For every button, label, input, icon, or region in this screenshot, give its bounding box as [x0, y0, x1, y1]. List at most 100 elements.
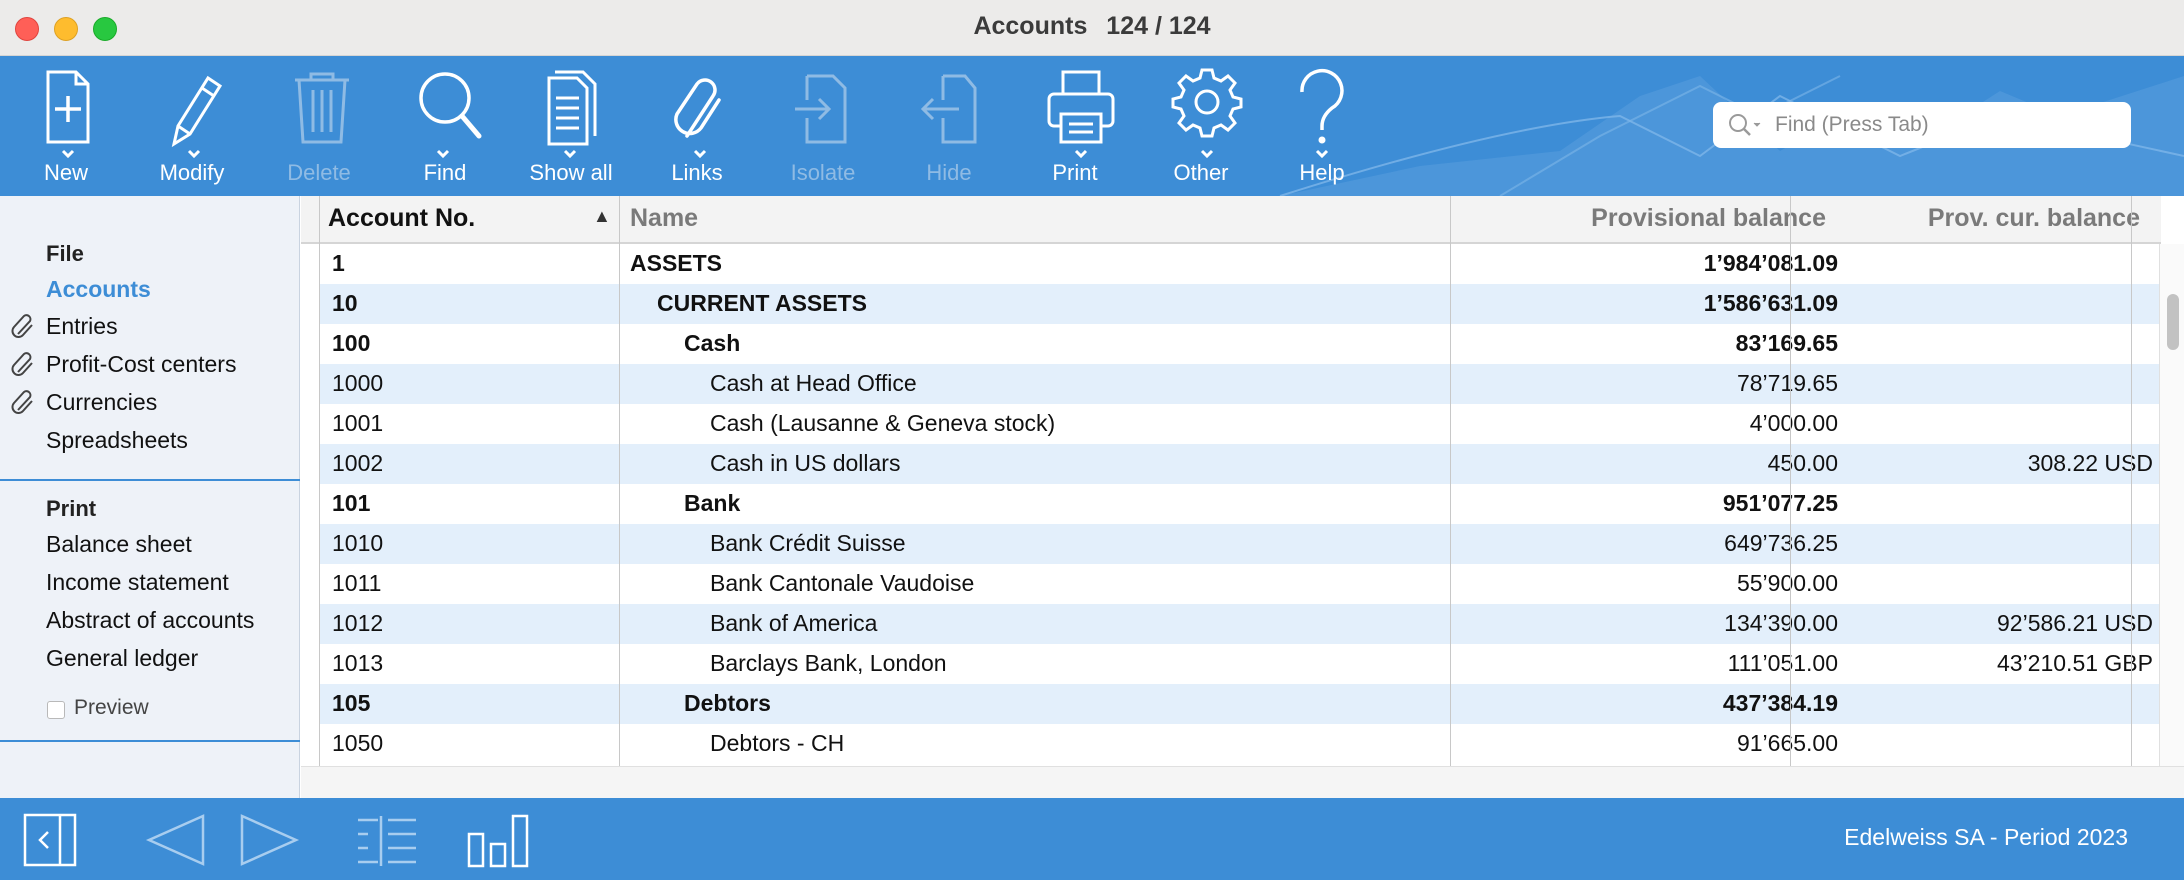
cell-name[interactable]: Bank — [684, 490, 741, 516]
cell-name[interactable]: Cash in US dollars — [710, 450, 901, 476]
isolate-button[interactable]: Isolate — [763, 56, 883, 196]
cell-account-no[interactable]: 1001 — [332, 410, 384, 436]
sidebar-item-general-ledger[interactable]: General ledger — [46, 645, 199, 671]
sidebar-item-profit-cost-centers[interactable]: Profit-Cost centers — [46, 351, 237, 377]
cell-account-no[interactable]: 105 — [332, 690, 371, 716]
cell-name[interactable]: Bank Crédit Suisse — [710, 530, 906, 556]
cell-account-no[interactable]: 1000 — [332, 370, 384, 396]
find-button[interactable]: Find — [385, 56, 505, 196]
column-header-account-no[interactable]: Account No. — [328, 204, 476, 232]
horizontal-scroll-area[interactable] — [301, 766, 2184, 798]
cell-provisional-balance[interactable]: 111’051.00 — [1727, 650, 1838, 676]
indent-list-icon[interactable] — [356, 812, 418, 868]
sidebar-item-entries[interactable]: Entries — [46, 313, 118, 339]
cell-name[interactable]: ASSETS — [630, 250, 723, 276]
cell-account-no[interactable]: 1050 — [332, 730, 384, 756]
maximize-window-button[interactable] — [93, 17, 117, 41]
table-row[interactable]: 1 ASSETS 1’984’081.09 — [319, 244, 2161, 284]
cell-account-no[interactable]: 1002 — [332, 450, 384, 476]
other-button-label: Other — [1173, 160, 1229, 185]
show-all-button[interactable]: Show all — [511, 56, 631, 196]
cell-account-no[interactable]: 1012 — [332, 610, 384, 636]
cell-provisional-balance[interactable]: 78’719.65 — [1736, 370, 1838, 396]
preview-checkbox[interactable] — [47, 701, 65, 719]
cell-prov-cur-balance[interactable]: 43’210.51 GBP — [1996, 650, 2153, 676]
search-input[interactable] — [1775, 102, 2115, 148]
cell-provisional-balance[interactable]: 437’384.19 — [1722, 690, 1838, 716]
cell-name[interactable]: Cash — [684, 330, 741, 356]
cell-provisional-balance[interactable]: 649’736.25 — [1724, 530, 1838, 556]
window-title: Accounts 124 / 124 — [0, 12, 2184, 41]
column-header-provisional-balance[interactable]: Provisional balance — [1591, 204, 1826, 232]
cell-account-no[interactable]: 100 — [332, 330, 371, 356]
cell-name[interactable]: Cash at Head Office — [710, 370, 917, 396]
table-row[interactable]: 100 Cash 83’169.65 — [319, 324, 2161, 364]
table-row[interactable]: 1013 Barclays Bank, London 111’051.00 43’21… — [319, 644, 2161, 684]
cell-name[interactable]: CURRENT ASSETS — [657, 290, 867, 316]
table-header: Account No. ▲ Name Provisional balance P… — [301, 196, 2161, 244]
vertical-scrollbar[interactable] — [2159, 244, 2184, 766]
close-window-button[interactable] — [15, 17, 39, 41]
table-row[interactable]: 1000 Cash at Head Office 78’719.65 — [319, 364, 2161, 404]
modify-button[interactable]: Modify — [132, 56, 252, 196]
other-button[interactable]: Other — [1141, 56, 1261, 196]
cell-provisional-balance[interactable]: 134’390.00 — [1724, 610, 1838, 636]
previous-arrow-icon[interactable] — [145, 812, 207, 868]
help-button[interactable]: Help — [1262, 56, 1382, 196]
table-row[interactable]: 1002 Cash in US dollars 450.00 308.22 USD — [319, 444, 2161, 484]
cell-provisional-balance[interactable]: 1’984’081.09 — [1703, 250, 1838, 276]
cell-account-no[interactable]: 1010 — [332, 530, 384, 556]
cell-prov-cur-balance[interactable]: 92’586.21 USD — [1997, 610, 2153, 636]
sidebar-item-accounts[interactable]: Accounts — [46, 276, 151, 302]
cell-name[interactable]: Barclays Bank, London — [710, 650, 947, 676]
table-row[interactable]: 1050 Debtors - CH 91’665.00 — [319, 724, 2161, 764]
column-header-prov-cur-balance[interactable]: Prov. cur. balance — [1927, 204, 2140, 232]
cell-account-no[interactable]: 1 — [332, 250, 345, 276]
cell-provisional-balance[interactable]: 1’586’631.09 — [1703, 290, 1838, 316]
cell-name[interactable]: Debtors - CH — [710, 730, 845, 756]
delete-button[interactable]: Delete — [259, 56, 379, 196]
cell-provisional-balance[interactable]: 951’077.25 — [1722, 490, 1838, 516]
cell-provisional-balance[interactable]: 4’000.00 — [1749, 410, 1838, 436]
cell-provisional-balance[interactable]: 55’900.00 — [1736, 570, 1838, 596]
hide-button[interactable]: Hide — [889, 56, 1009, 196]
sidebar-item-currencies[interactable]: Currencies — [46, 389, 158, 415]
gear-icon — [1171, 68, 1243, 159]
cell-name[interactable]: Bank of America — [710, 610, 878, 636]
sidebar-item-abstract-of-accounts[interactable]: Abstract of accounts — [46, 607, 255, 633]
cell-provisional-balance[interactable]: 450.00 — [1767, 450, 1838, 476]
cell-account-no[interactable]: 10 — [332, 290, 358, 316]
table-row[interactable]: 1010 Bank Crédit Suisse 649’736.25 — [319, 524, 2161, 564]
hide-icon — [920, 74, 977, 144]
links-button[interactable]: Links — [637, 56, 757, 196]
search-box[interactable] — [1713, 102, 2131, 148]
sidebar-item-spreadsheets[interactable]: Spreadsheets — [46, 427, 188, 453]
bar-chart-icon[interactable] — [466, 812, 530, 868]
cell-provisional-balance[interactable]: 91’665.00 — [1736, 730, 1838, 756]
cell-provisional-balance[interactable]: 83’169.65 — [1735, 330, 1838, 356]
table-row[interactable]: 10 CURRENT ASSETS 1’586’631.09 — [319, 284, 2161, 324]
cell-prov-cur-balance[interactable]: 308.22 USD — [2027, 450, 2153, 476]
table-row[interactable]: 1011 Bank Cantonale Vaudoise 55’900.00 — [319, 564, 2161, 604]
minimize-window-button[interactable] — [54, 17, 78, 41]
next-arrow-icon[interactable] — [238, 812, 300, 868]
print-button[interactable]: Print — [1015, 56, 1135, 196]
cell-account-no[interactable]: 101 — [332, 490, 371, 516]
sidebar-item-income-statement[interactable]: Income statement — [46, 569, 229, 595]
sidebar-item-balance-sheet[interactable]: Balance sheet — [46, 531, 192, 557]
cell-name[interactable]: Bank Cantonale Vaudoise — [710, 570, 975, 596]
table-row[interactable]: 1012 Bank of America 134’390.00 92’586.21 U… — [319, 604, 2161, 644]
cell-name[interactable]: Debtors — [684, 690, 771, 716]
new-button[interactable]: New — [6, 56, 126, 196]
table-row[interactable]: 105 Debtors 437’384.19 — [319, 684, 2161, 724]
cell-name[interactable]: Cash (Lausanne & Geneva stock) — [710, 410, 1056, 436]
trash-icon — [295, 72, 349, 144]
column-header-name[interactable]: Name — [630, 204, 699, 232]
scrollbar-thumb[interactable] — [2167, 294, 2179, 350]
toggle-sidebar-icon[interactable] — [22, 812, 78, 868]
cell-account-no[interactable]: 1013 — [332, 650, 384, 676]
sort-ascending-icon[interactable]: ▲ — [593, 206, 611, 226]
cell-account-no[interactable]: 1011 — [332, 570, 382, 596]
table-row[interactable]: 1001 Cash (Lausanne & Geneva stock) 4’000.… — [319, 404, 2161, 444]
table-row[interactable]: 101 Bank 951’077.25 — [319, 484, 2161, 524]
